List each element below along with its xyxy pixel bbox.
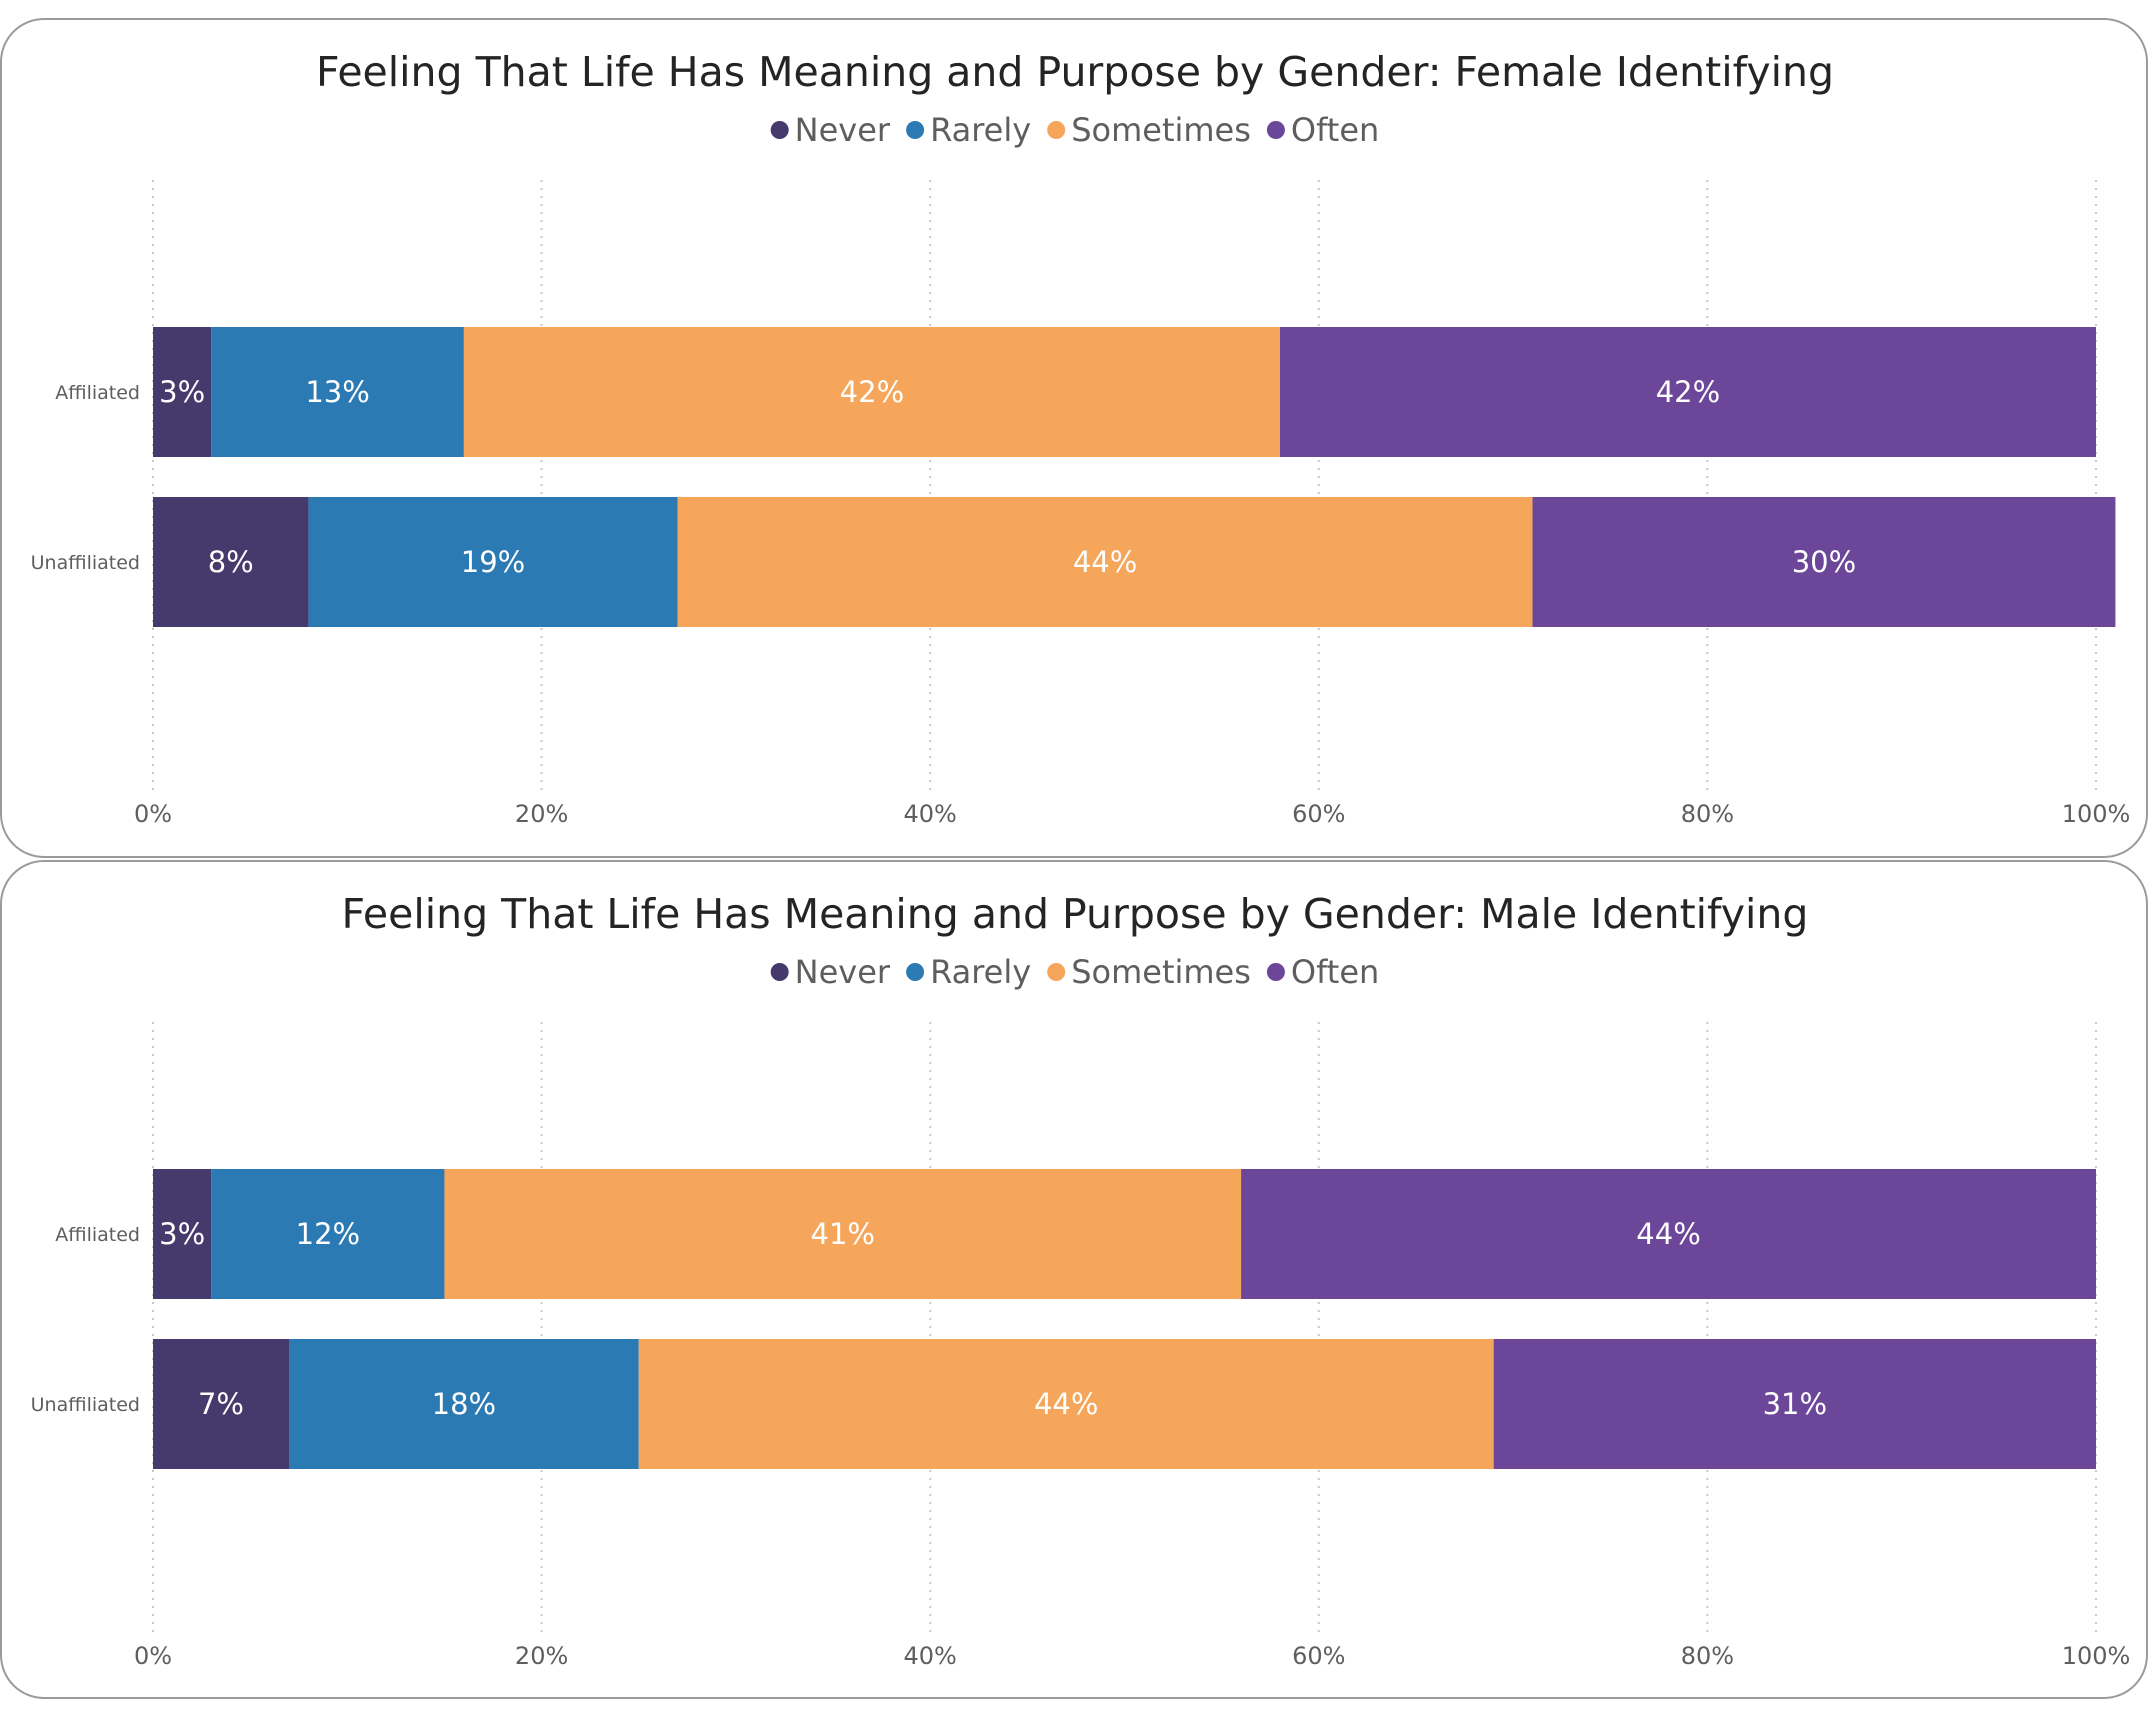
chart-title: Feeling That Life Has Meaning and Purpos… [342,890,1809,938]
data-label: 3% [159,1217,205,1251]
legend-item-often[interactable]: Often [1266,953,1379,991]
bar-segment-often-unaffiliated[interactable] [1493,1339,2096,1469]
legend-label-never: Never [795,953,891,991]
legend-marker-sometimes [1047,121,1066,139]
bar-segment-never-unaffiliated[interactable] [153,497,309,627]
x-tick-label: 80% [1681,1642,1734,1670]
legend-item-rarely[interactable]: Rarely [906,953,1031,991]
legend-label-rarely: Rarely [930,953,1031,991]
legend: Never Rarely Sometimes Often [770,111,1379,149]
bar-segment-sometimes-unaffiliated[interactable] [677,497,1533,627]
data-label: 42% [1656,375,1720,409]
data-label: 41% [811,1217,875,1251]
legend-label-rarely: Rarely [930,111,1031,149]
chart-panel-female: Feeling That Life Has Meaning and Purpos… [0,18,2148,858]
y-category-label: Affiliated [55,382,140,404]
x-tick-label: 0% [134,1642,172,1670]
bar-segment-never-unaffiliated[interactable] [153,1339,290,1469]
legend-item-often[interactable]: Often [1266,111,1379,149]
data-label: 13% [305,375,369,409]
legend-marker-often [1266,963,1285,981]
bar-segment-rarely-affiliated[interactable] [211,1169,445,1299]
data-label: 19% [461,545,525,579]
legend-marker-never [770,121,789,139]
legend-label-sometimes: Sometimes [1071,953,1251,991]
x-tick-label: 80% [1681,800,1734,828]
data-label: 44% [1073,545,1137,579]
x-tick-label: 100% [2062,800,2131,828]
legend-item-rarely[interactable]: Rarely [906,111,1031,149]
bar-segment-often-unaffiliated[interactable] [1532,497,2116,627]
bar-segment-rarely-affiliated[interactable] [211,327,464,457]
bar-segment-never-affiliated[interactable] [153,1169,212,1299]
chart-female: Feeling That Life Has Meaning and Purpos… [31,48,2131,828]
data-label: 7% [198,1387,244,1421]
x-tick-label: 20% [515,1642,568,1670]
bar-segment-often-affiliated[interactable] [1241,1169,2096,1299]
data-label: 30% [1792,545,1856,579]
legend-marker-rarely [906,963,925,981]
x-tick-label: 100% [2062,1642,2131,1670]
legend: Never Rarely Sometimes Often [770,953,1379,991]
data-label: 44% [1034,1387,1098,1421]
x-tick-label: 40% [904,1642,957,1670]
bar-segment-sometimes-unaffiliated[interactable] [638,1339,1494,1469]
bar-segment-often-affiliated[interactable] [1279,327,2096,457]
data-label: 3% [159,375,205,409]
legend-marker-never [770,963,789,981]
chart-panel-male: Feeling That Life Has Meaning and Purpos… [0,860,2148,1699]
data-label: 42% [840,375,904,409]
legend-marker-rarely [906,121,925,139]
legend-marker-sometimes [1047,963,1066,981]
legend-label-often: Often [1291,111,1379,149]
data-label: 8% [208,545,254,579]
chart-male: Feeling That Life Has Meaning and Purpos… [31,890,2131,1670]
legend-label-never: Never [795,111,891,149]
legend-label-often: Often [1291,953,1379,991]
data-label: 31% [1763,1387,1827,1421]
data-label: 18% [432,1387,496,1421]
x-tick-label: 40% [904,800,957,828]
legend-item-sometimes[interactable]: Sometimes [1047,111,1251,149]
x-tick-label: 60% [1292,800,1345,828]
legend-item-never[interactable]: Never [770,111,891,149]
legend-marker-often [1266,121,1285,139]
x-tick-label: 0% [134,800,172,828]
x-tick-label: 20% [515,800,568,828]
bar-segment-sometimes-affiliated[interactable] [463,327,1280,457]
data-label: 44% [1636,1217,1700,1251]
y-category-label: Unaffiliated [31,1394,140,1416]
data-label: 12% [296,1217,360,1251]
legend-item-sometimes[interactable]: Sometimes [1047,953,1251,991]
bar-segment-never-affiliated[interactable] [153,327,212,457]
bar-segment-rarely-unaffiliated[interactable] [308,497,678,627]
bar-segment-sometimes-affiliated[interactable] [444,1169,1242,1299]
chart-title: Feeling That Life Has Meaning and Purpos… [316,48,1834,96]
x-tick-label: 60% [1292,1642,1345,1670]
legend-label-sometimes: Sometimes [1071,111,1251,149]
y-category-label: Unaffiliated [31,552,140,574]
y-category-label: Affiliated [55,1224,140,1246]
legend-item-never[interactable]: Never [770,953,891,991]
bar-segment-rarely-unaffiliated[interactable] [289,1339,639,1469]
